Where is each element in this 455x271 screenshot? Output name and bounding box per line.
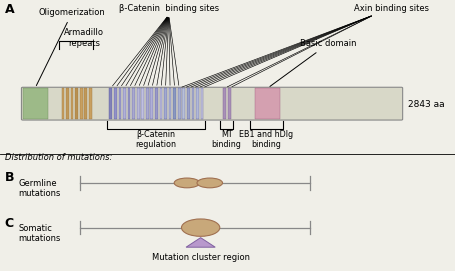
Text: Basic domain: Basic domain xyxy=(269,39,356,86)
Bar xyxy=(159,88,162,119)
Bar xyxy=(71,88,73,119)
Bar xyxy=(196,88,198,119)
Text: Mutation cluster region: Mutation cluster region xyxy=(152,253,249,262)
Bar xyxy=(228,88,230,119)
Bar xyxy=(141,88,144,119)
Text: β-Catenin
regulation: β-Catenin regulation xyxy=(135,130,176,150)
Text: Axin binding sites: Axin binding sites xyxy=(353,4,428,13)
Text: B: B xyxy=(5,171,14,184)
Bar xyxy=(182,88,185,119)
Bar xyxy=(136,88,139,119)
Bar xyxy=(168,88,171,119)
Bar xyxy=(132,88,135,119)
Text: Germline
mutations: Germline mutations xyxy=(18,179,61,198)
Ellipse shape xyxy=(181,219,219,236)
Bar xyxy=(123,88,126,119)
Text: C: C xyxy=(5,217,14,230)
Bar xyxy=(109,88,112,119)
Bar xyxy=(127,88,130,119)
Text: MT
binding: MT binding xyxy=(211,130,241,150)
Bar xyxy=(80,88,82,119)
Bar xyxy=(187,88,189,119)
Text: EB1 and hDlg
binding: EB1 and hDlg binding xyxy=(239,130,293,150)
Text: Oligomerization: Oligomerization xyxy=(36,8,105,86)
Bar xyxy=(23,88,48,119)
Bar xyxy=(164,88,167,119)
FancyBboxPatch shape xyxy=(21,87,402,120)
Bar xyxy=(173,88,176,119)
Bar xyxy=(255,88,280,119)
Bar xyxy=(118,88,121,119)
Bar xyxy=(146,88,148,119)
Text: β-Catenin  binding sites: β-Catenin binding sites xyxy=(118,4,218,13)
Bar xyxy=(150,88,153,119)
Bar xyxy=(200,88,203,119)
Text: Distribution of mutations:: Distribution of mutations: xyxy=(5,153,111,162)
Ellipse shape xyxy=(197,178,222,188)
Bar xyxy=(114,88,116,119)
Bar xyxy=(61,88,64,119)
Ellipse shape xyxy=(174,178,199,188)
Bar xyxy=(89,88,91,119)
Polygon shape xyxy=(186,238,215,247)
Bar xyxy=(223,88,226,119)
Bar xyxy=(155,88,157,119)
Bar xyxy=(191,88,194,119)
Text: Somatic
mutations: Somatic mutations xyxy=(18,224,61,243)
Text: Armadillo
repeats: Armadillo repeats xyxy=(64,28,104,48)
Bar xyxy=(84,88,87,119)
Bar xyxy=(177,88,180,119)
Text: 2843 aa: 2843 aa xyxy=(407,100,444,109)
Text: A: A xyxy=(5,3,14,16)
Bar xyxy=(66,88,69,119)
Bar xyxy=(75,88,78,119)
